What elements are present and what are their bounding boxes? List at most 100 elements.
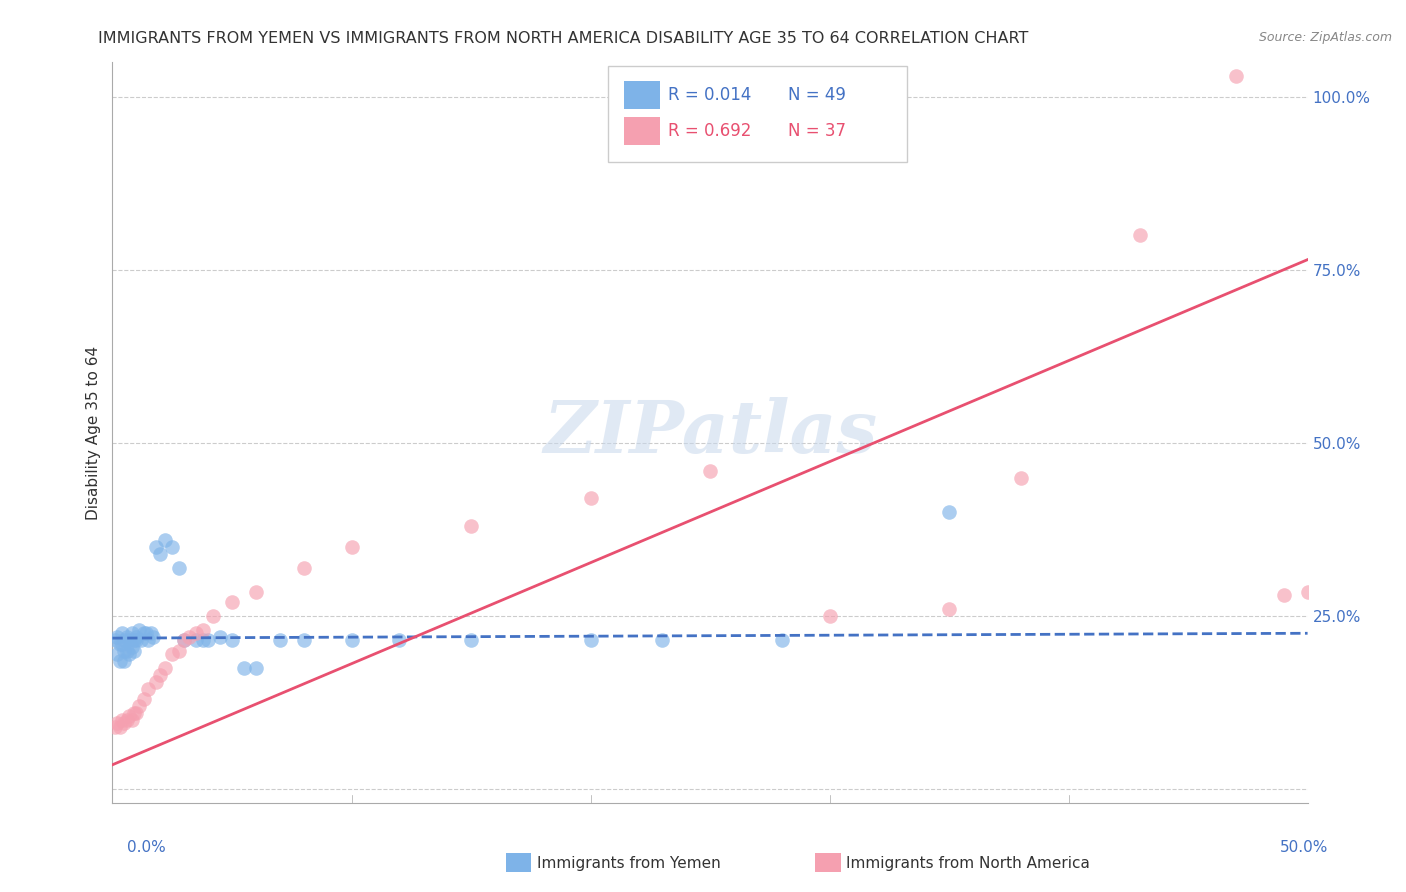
Point <box>138 633 160 648</box>
Point <box>138 681 160 696</box>
Point <box>209 630 232 644</box>
Point <box>388 633 411 648</box>
Point <box>1272 588 1295 602</box>
Point <box>105 647 128 661</box>
Point <box>115 630 138 644</box>
Point <box>145 674 167 689</box>
Point <box>153 661 176 675</box>
Point <box>340 633 363 648</box>
Point <box>105 716 128 731</box>
Point <box>121 626 143 640</box>
Text: ZIPatlas: ZIPatlas <box>543 397 877 468</box>
Text: Source: ZipAtlas.com: Source: ZipAtlas.com <box>1258 31 1392 45</box>
Point <box>111 626 134 640</box>
Point <box>142 630 165 644</box>
Point <box>114 633 135 648</box>
Point <box>114 716 135 731</box>
Point <box>121 640 143 654</box>
Point <box>125 630 148 644</box>
Point <box>149 547 172 561</box>
Point <box>108 720 131 734</box>
Point <box>186 633 208 648</box>
Point <box>197 633 219 648</box>
Point <box>221 633 243 648</box>
Point <box>193 633 215 648</box>
FancyBboxPatch shape <box>624 81 659 109</box>
Text: Immigrants from Yemen: Immigrants from Yemen <box>537 856 721 871</box>
Point <box>162 540 183 554</box>
Point <box>460 519 482 533</box>
Point <box>149 667 172 681</box>
Point <box>111 637 134 651</box>
Text: R = 0.692: R = 0.692 <box>668 122 752 140</box>
Point <box>292 633 315 648</box>
Point <box>128 623 150 637</box>
Point <box>108 654 131 668</box>
Point <box>129 633 152 648</box>
Text: 0.0%: 0.0% <box>127 840 166 855</box>
Point <box>193 623 215 637</box>
FancyBboxPatch shape <box>624 117 659 145</box>
Point <box>938 602 960 616</box>
Point <box>1129 228 1152 243</box>
Point <box>118 709 141 723</box>
Point <box>770 633 793 648</box>
Point <box>1225 70 1247 84</box>
Point <box>579 633 602 648</box>
Point <box>104 633 127 648</box>
Point <box>269 633 291 648</box>
Point <box>1296 584 1319 599</box>
Point <box>292 560 315 574</box>
Point <box>125 706 148 720</box>
Point <box>135 626 157 640</box>
Point <box>169 643 191 657</box>
Point <box>121 713 143 727</box>
Point <box>132 626 155 640</box>
Point <box>699 464 721 478</box>
Text: Immigrants from North America: Immigrants from North America <box>846 856 1090 871</box>
Point <box>173 633 195 648</box>
Point <box>221 595 243 609</box>
Point <box>114 643 135 657</box>
Point <box>122 706 145 720</box>
FancyBboxPatch shape <box>609 66 907 162</box>
Point <box>105 630 128 644</box>
Text: N = 49: N = 49 <box>787 86 845 104</box>
Point <box>201 609 224 624</box>
Point <box>162 647 183 661</box>
Point <box>938 505 960 519</box>
Point <box>132 692 155 706</box>
Point <box>245 584 267 599</box>
Point <box>122 633 145 648</box>
Point <box>579 491 602 506</box>
Point <box>122 643 145 657</box>
Point <box>153 533 176 547</box>
Point <box>460 633 482 648</box>
Point <box>128 698 150 713</box>
Text: IMMIGRANTS FROM YEMEN VS IMMIGRANTS FROM NORTH AMERICA DISABILITY AGE 35 TO 64 C: IMMIGRANTS FROM YEMEN VS IMMIGRANTS FROM… <box>98 31 1029 46</box>
Text: 50.0%: 50.0% <box>1281 840 1329 855</box>
Point <box>245 661 267 675</box>
Point <box>233 661 256 675</box>
Point <box>118 647 141 661</box>
Point <box>115 713 138 727</box>
Text: N = 37: N = 37 <box>787 122 846 140</box>
Point <box>114 654 135 668</box>
Point <box>108 637 131 651</box>
Point <box>818 609 841 624</box>
Text: R = 0.014: R = 0.014 <box>668 86 752 104</box>
Point <box>169 560 191 574</box>
Point <box>145 540 167 554</box>
Point <box>1010 470 1032 484</box>
Point <box>115 643 138 657</box>
Point <box>139 626 162 640</box>
Point <box>118 633 141 648</box>
Point <box>177 630 200 644</box>
Point <box>186 626 208 640</box>
Point <box>173 633 195 648</box>
Point <box>111 713 134 727</box>
Point <box>104 720 127 734</box>
Y-axis label: Disability Age 35 to 64: Disability Age 35 to 64 <box>86 345 101 520</box>
Point <box>125 633 148 648</box>
Point <box>651 633 673 648</box>
